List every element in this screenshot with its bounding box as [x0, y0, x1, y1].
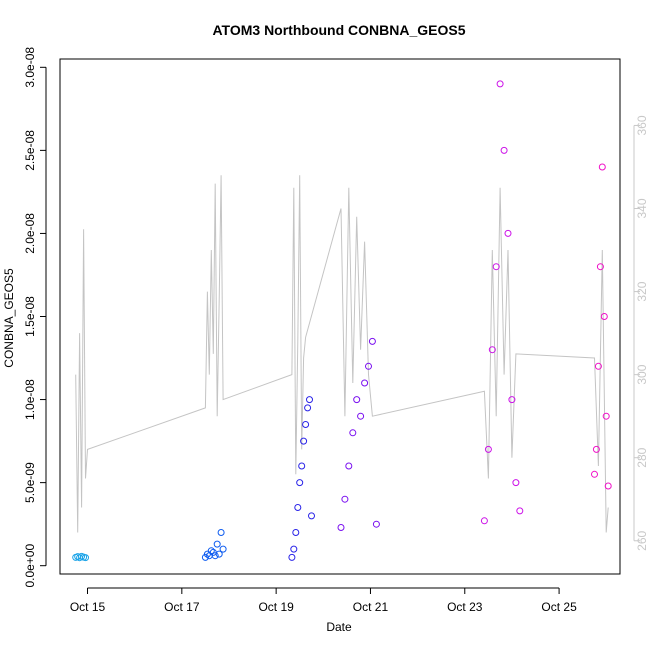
y2-tick-label: 340: [635, 198, 649, 218]
data-point: [598, 163, 606, 171]
data-point: [349, 429, 357, 437]
y2-tick-label: 260: [635, 530, 649, 550]
x-tick-label: Oct 25: [541, 600, 577, 614]
x-tick-label: Oct 21: [353, 600, 389, 614]
data-point: [602, 412, 610, 420]
points-layer: [72, 80, 612, 562]
y-tick-label: 1.5e-08: [23, 296, 37, 337]
data-point: [288, 553, 296, 561]
x-axis-label: Date: [326, 620, 352, 634]
data-point: [211, 552, 219, 560]
data-point: [372, 520, 380, 528]
data-point: [308, 512, 315, 520]
data-point: [492, 263, 500, 271]
data-point: [591, 470, 598, 478]
data-point: [345, 462, 353, 470]
data-point: [82, 554, 89, 562]
data-point: [306, 396, 313, 404]
data-point: [508, 396, 516, 404]
data-point: [361, 379, 369, 387]
data-point: [500, 146, 508, 154]
data-point: [600, 313, 608, 320]
y-axis-label: CONBNA_GEOS5: [2, 268, 16, 368]
y-tick-label: 2.5e-08: [23, 130, 37, 171]
data-point: [337, 524, 345, 531]
data-point: [296, 479, 304, 487]
x-tick-label: Oct 15: [70, 600, 106, 614]
y2-tick-label: 360: [635, 115, 649, 135]
x-tick-label: Oct 17: [164, 600, 200, 614]
y2-tick-label: 320: [635, 281, 649, 301]
y2-axis: 260 280 300 320 340 360: [633, 115, 649, 551]
plot-frame: [59, 58, 621, 575]
y2-tick-label: 300: [635, 364, 649, 384]
data-point: [341, 495, 349, 503]
scatter-series-1: [72, 552, 89, 562]
y-tick-label: 5.0e-09: [23, 462, 37, 503]
y2-tick-label: 280: [635, 447, 649, 467]
scatter-series-4: [337, 337, 380, 531]
data-point: [480, 517, 488, 525]
data-point: [290, 545, 298, 553]
y-tick-label: 0.0e+00: [23, 544, 37, 588]
data-point: [215, 550, 223, 558]
y-axis: 0.0e+00 5.0e-09 1.0e-08 1.5e-08 2.0e-08 2.5e-…: [23, 47, 47, 588]
data-point: [484, 445, 492, 453]
data-point: [207, 547, 215, 555]
line-series-path: [75, 175, 609, 533]
data-point: [604, 482, 612, 490]
scatter-series-5: [480, 80, 524, 525]
y-tick-label: 2.0e-08: [23, 213, 37, 254]
data-point: [302, 421, 310, 428]
data-point: [357, 412, 365, 420]
data-point: [353, 396, 361, 404]
data-point: [368, 337, 376, 345]
scatter-series-2: [201, 529, 227, 561]
data-point: [488, 346, 496, 354]
x-tick-label: Oct 19: [258, 600, 294, 614]
data-point: [596, 263, 604, 271]
y-tick-label: 3.0e-08: [23, 47, 37, 88]
x-axis: Oct 15 Oct 17 Oct 19 Oct 21 Oct 23 Oct 25: [70, 587, 577, 614]
data-point: [298, 462, 306, 470]
data-point: [504, 229, 512, 237]
data-point: [292, 529, 300, 536]
data-point: [294, 504, 302, 511]
data-point: [219, 545, 227, 553]
scatter-series-6: [591, 163, 612, 490]
data-point: [365, 362, 372, 370]
data-point: [592, 445, 600, 453]
data-point: [516, 507, 524, 515]
x-tick-label: Oct 23: [447, 600, 483, 614]
data-point: [300, 437, 308, 445]
data-point: [217, 529, 225, 536]
y-tick-label: 1.0e-08: [23, 379, 37, 420]
data-point: [496, 80, 504, 88]
line-series-layer: [75, 175, 609, 533]
data-point: [304, 404, 312, 412]
chart-title: ATOM3 Northbound CONBNA_GEOS5: [212, 22, 465, 38]
data-point: [213, 540, 221, 548]
data-point: [512, 479, 520, 487]
data-point: [594, 362, 602, 370]
scatter-series-3: [288, 396, 315, 561]
